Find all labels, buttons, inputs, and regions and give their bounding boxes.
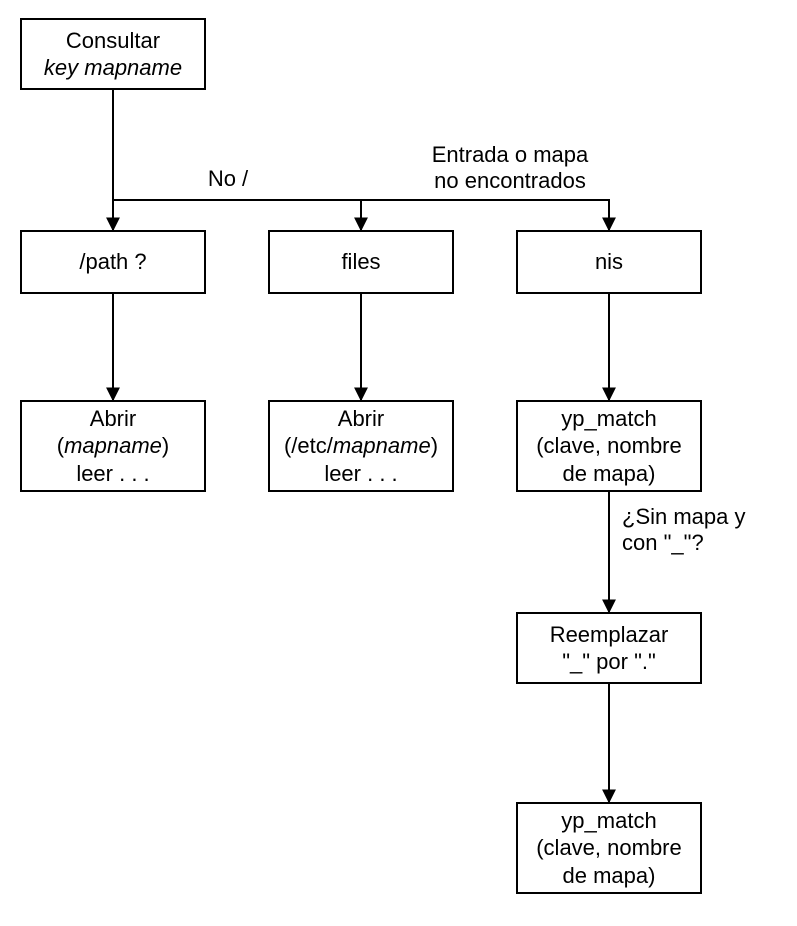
node-text-line: /path ? xyxy=(79,248,146,276)
node-text-line: Reemplazar xyxy=(550,621,669,649)
flowchart-node-n7: yp_match(clave, nombrede mapa) xyxy=(516,400,702,492)
node-text-line: (clave, nombre xyxy=(536,834,682,862)
flowchart-node-n4: nis xyxy=(516,230,702,294)
node-text-line: (mapname) xyxy=(57,432,170,460)
label-text-line: con "_"? xyxy=(622,530,797,556)
node-text-line: yp_match xyxy=(561,807,656,835)
node-text-line: (/etc/mapname) xyxy=(284,432,438,460)
node-text-line: files xyxy=(341,248,380,276)
flowchart-node-n8: Reemplazar"_" por "." xyxy=(516,612,702,684)
flowchart-edge-e3 xyxy=(361,200,609,230)
flowchart-node-n3: files xyxy=(268,230,454,294)
label-text-line: Entrada o mapa xyxy=(380,142,640,168)
node-text-line: Abrir xyxy=(90,405,136,433)
flowchart-node-n5: Abrir(mapname)leer . . . xyxy=(20,400,206,492)
node-text-line: de mapa) xyxy=(563,460,656,488)
node-text-line: key mapname xyxy=(44,54,182,82)
node-text-line: "_" por "." xyxy=(562,648,656,676)
label-text-line: ¿Sin mapa y xyxy=(622,504,797,530)
flowchart-edge-e2 xyxy=(113,200,361,230)
flowchart-node-n1: Consultarkey mapname xyxy=(20,18,206,90)
flowchart-node-n6: Abrir(/etc/mapname)leer . . . xyxy=(268,400,454,492)
label-text-line: no encontrados xyxy=(380,168,640,194)
edge-label-l2: Entrada o mapano encontrados xyxy=(380,142,640,195)
label-text-line: No / xyxy=(178,166,278,192)
flowchart-node-n9: yp_match(clave, nombrede mapa) xyxy=(516,802,702,894)
edge-label-l1: No / xyxy=(178,166,278,192)
node-text-line: de mapa) xyxy=(563,862,656,890)
node-text-line: nis xyxy=(595,248,623,276)
node-text-line: yp_match xyxy=(561,405,656,433)
flowchart-node-n2: /path ? xyxy=(20,230,206,294)
node-text-line: leer . . . xyxy=(76,460,149,488)
node-text-line: Abrir xyxy=(338,405,384,433)
node-text-line: (clave, nombre xyxy=(536,432,682,460)
node-text-line: Consultar xyxy=(66,27,160,55)
edge-label-l3: ¿Sin mapa ycon "_"? xyxy=(622,504,797,557)
node-text-line: leer . . . xyxy=(324,460,397,488)
